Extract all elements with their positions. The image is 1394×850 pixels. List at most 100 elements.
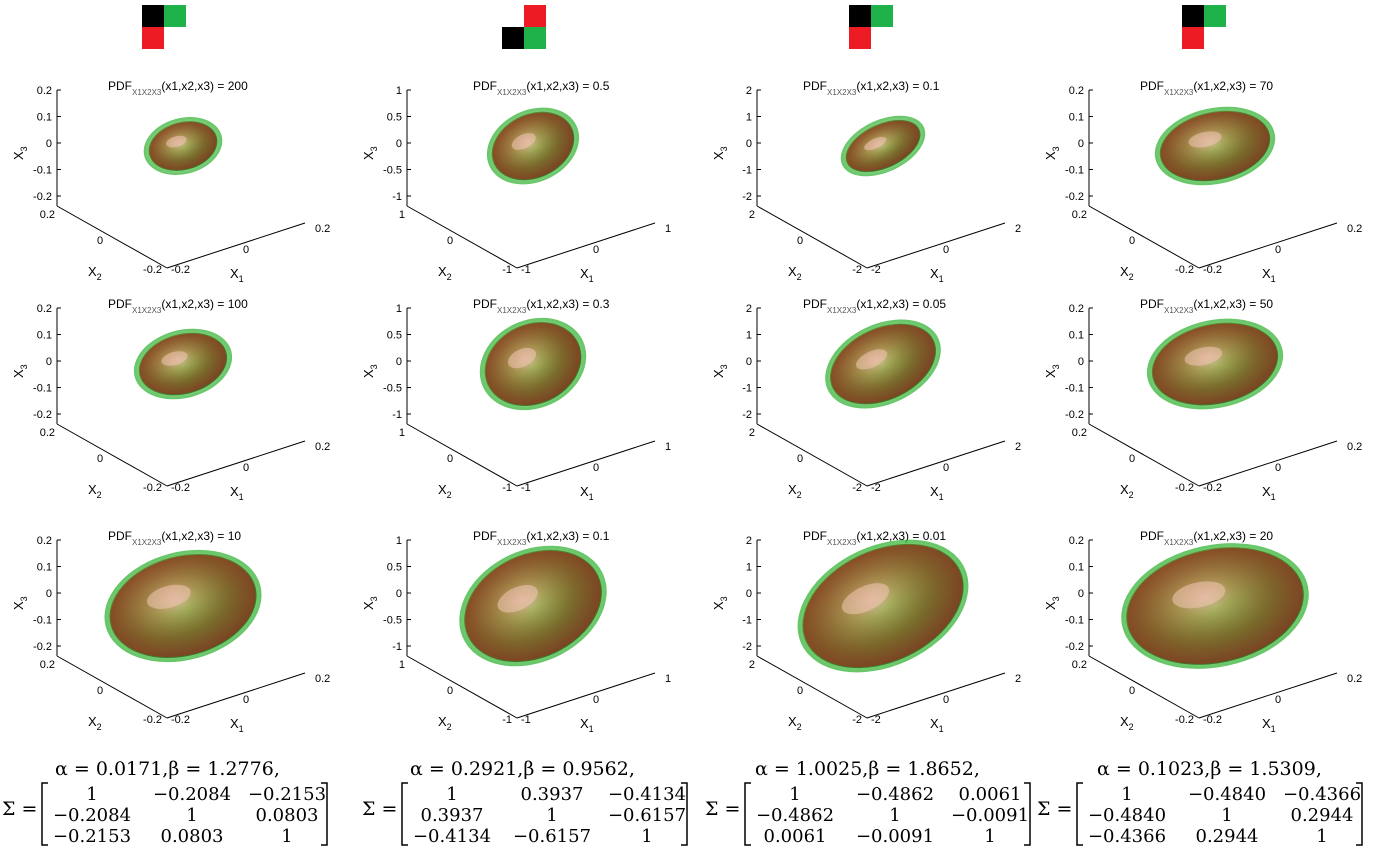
sigma-cell: −0.2084 [153, 784, 231, 805]
subplot-3-3: PDFX1X2X3(x1,x2,x3) = 0.01210-1-2X320-2-… [711, 529, 1021, 734]
sigma-cell: 0.2944 [1196, 826, 1259, 847]
sigma-cell: −0.4366 [1283, 784, 1361, 805]
x3-axis-label: X3 [361, 146, 379, 160]
sigma-cell: −0.4862 [856, 784, 934, 805]
x3-tick-label: 2 [746, 303, 752, 315]
x3-tick-label: 1 [746, 562, 752, 574]
x3-tick-label: -0.1 [33, 615, 52, 627]
red-surface [1152, 323, 1278, 405]
x3-tick-label: 0.1 [37, 562, 52, 574]
x1-axis-label: X1 [230, 484, 244, 502]
legend-black-square [849, 5, 871, 27]
x1-axis-label: X1 [930, 716, 944, 734]
x1-tick-label: 2 [1015, 441, 1021, 453]
plot-title: PDFX1X2X3(x1,x2,x3) = 0.5 [473, 79, 610, 97]
isosurface [1154, 106, 1276, 186]
x3-tick-label: 0 [1078, 588, 1084, 600]
x3-tick-label: -0.1 [1065, 165, 1084, 177]
x3-axis-label: X3 [361, 364, 379, 378]
alpha-beta-line: α = 0.0171,β = 1.2776, [55, 758, 280, 780]
isosurface [1121, 543, 1309, 669]
sigma-cell: −0.6157 [608, 805, 686, 826]
x2-tick-label: 0 [797, 685, 803, 697]
plot-title: PDFX1X2X3(x1,x2,x3) = 0.01 [803, 529, 946, 547]
plot-title: PDFX1X2X3(x1,x2,x3) = 0.1 [473, 529, 610, 547]
x1-tick-label: -2 [871, 714, 881, 726]
red-surface [110, 554, 256, 658]
plot-title: PDFX1X2X3(x1,x2,x3) = 0.1 [803, 79, 940, 97]
sigma-label: Σ = [1037, 798, 1072, 820]
sigma-cell: −0.2084 [53, 805, 131, 826]
x3-tick-label: -0.1 [33, 165, 52, 177]
x2-axis-label: X2 [1120, 714, 1134, 732]
highlight [855, 349, 888, 370]
x2-tick-label: -2 [852, 482, 862, 494]
x1-tick-label: 0 [943, 462, 949, 474]
x1-tick-label: -2 [871, 482, 881, 494]
x3-tick-label: 1 [396, 535, 402, 547]
x3-tick-label: 1 [396, 85, 402, 97]
x3-tick-label: -0.2 [33, 191, 52, 203]
sigma-label: Σ = [2, 798, 37, 820]
x1-axis-line [516, 440, 656, 487]
x3-axis-label: X3 [11, 364, 29, 378]
x2-axis-line [1088, 205, 1200, 269]
x1-tick-label: 0 [243, 244, 249, 256]
sigma-cell: −0.0091 [951, 805, 1029, 826]
x2-tick-label: -2 [852, 714, 862, 726]
sigma-cell: −0.2153 [53, 826, 131, 847]
isosurface [486, 107, 580, 185]
x1-axis-line [516, 672, 656, 719]
sigma-label: Σ = [362, 798, 397, 820]
x2-tick-label: -0.2 [143, 714, 162, 726]
sigma-cell: −0.4840 [1088, 805, 1166, 826]
x3-tick-label: 0 [746, 356, 752, 368]
x3-tick-label: -2 [742, 641, 752, 653]
x2-axis-label: X2 [88, 482, 102, 500]
subplot-1-3: PDFX1X2X3(x1,x2,x3) = 10 0.2 0.1 0 -0.1 -0.2 X… [11, 529, 330, 734]
x2-axis-label: X2 [88, 714, 102, 732]
x1-axis-label: X1 [580, 484, 594, 502]
x1-tick-label: 0 [243, 462, 249, 474]
x1-tick-label: 0 [593, 462, 599, 474]
legend-green-square [871, 5, 893, 27]
subplot-3-1: PDFX1X2X3(x1,x2,x3) = 0.1 2 1 0 -1 -2 X3 2 0 -2 -2… [711, 79, 1021, 284]
plot-title: PDFX1X2X3(x1,x2,x3) = 50 [1140, 297, 1273, 315]
sigma-cell: −0.6157 [513, 826, 591, 847]
legend-squares [849, 5, 893, 49]
legend-black-square [142, 5, 164, 27]
alpha-beta-line: α = 1.0025,β = 1.8652, [755, 758, 980, 780]
right-bracket [321, 782, 328, 846]
x1-tick-label: 0 [943, 694, 949, 706]
x3-tick-label: 0 [46, 138, 52, 150]
x2-tick-label: 0 [1129, 453, 1135, 465]
equation-2: α = 0.2921,β = 0.9562,Σ =1 0.3937 −0.41340… [362, 758, 688, 847]
x2-tick-label: 0.2 [40, 209, 55, 221]
x2-axis-line [56, 423, 168, 487]
x2-axis-label: X2 [788, 714, 802, 732]
x3-tick-label: -0.2 [33, 409, 52, 421]
x2-tick-label: -0.2 [143, 264, 162, 276]
x1-tick-label: 1 [665, 441, 671, 453]
x2-tick-label: -0.2 [143, 482, 162, 494]
isosurface [797, 539, 969, 673]
x3-tick-label: -1 [392, 641, 402, 653]
x3-tick-label: 1 [746, 112, 752, 124]
x3-tick-label: 0.2 [1069, 535, 1084, 547]
legend-red-square [142, 27, 164, 49]
x1-axis-label: X1 [230, 716, 244, 734]
sigma-cell: 1 [789, 784, 800, 805]
x2-tick-label: 0.2 [1072, 209, 1087, 221]
highlight [507, 347, 537, 369]
x2-tick-label: 1 [399, 659, 405, 671]
subplot-2-2: PDFX1X2X3(x1,x2,x3) = 0.3 1 0.5 0 -0.5 -1 X3 1 0… [361, 297, 671, 502]
x1-tick-label: 0.2 [1347, 673, 1362, 685]
x2-axis-label: X2 [438, 482, 452, 500]
x1-tick-label: 2 [1015, 673, 1021, 685]
x2-axis-label: X2 [438, 714, 452, 732]
sigma-label: Σ = [705, 798, 740, 820]
x2-axis-line [756, 423, 868, 487]
subplot-2-1: PDFX1X2X3(x1,x2,x3) = 0.5 1 0.5 0 -0.5 -1 X3 1 0… [361, 79, 671, 284]
x1-tick-label: 0 [593, 694, 599, 706]
alpha-beta-line: α = 0.1023,β = 1.5309, [1097, 758, 1322, 780]
